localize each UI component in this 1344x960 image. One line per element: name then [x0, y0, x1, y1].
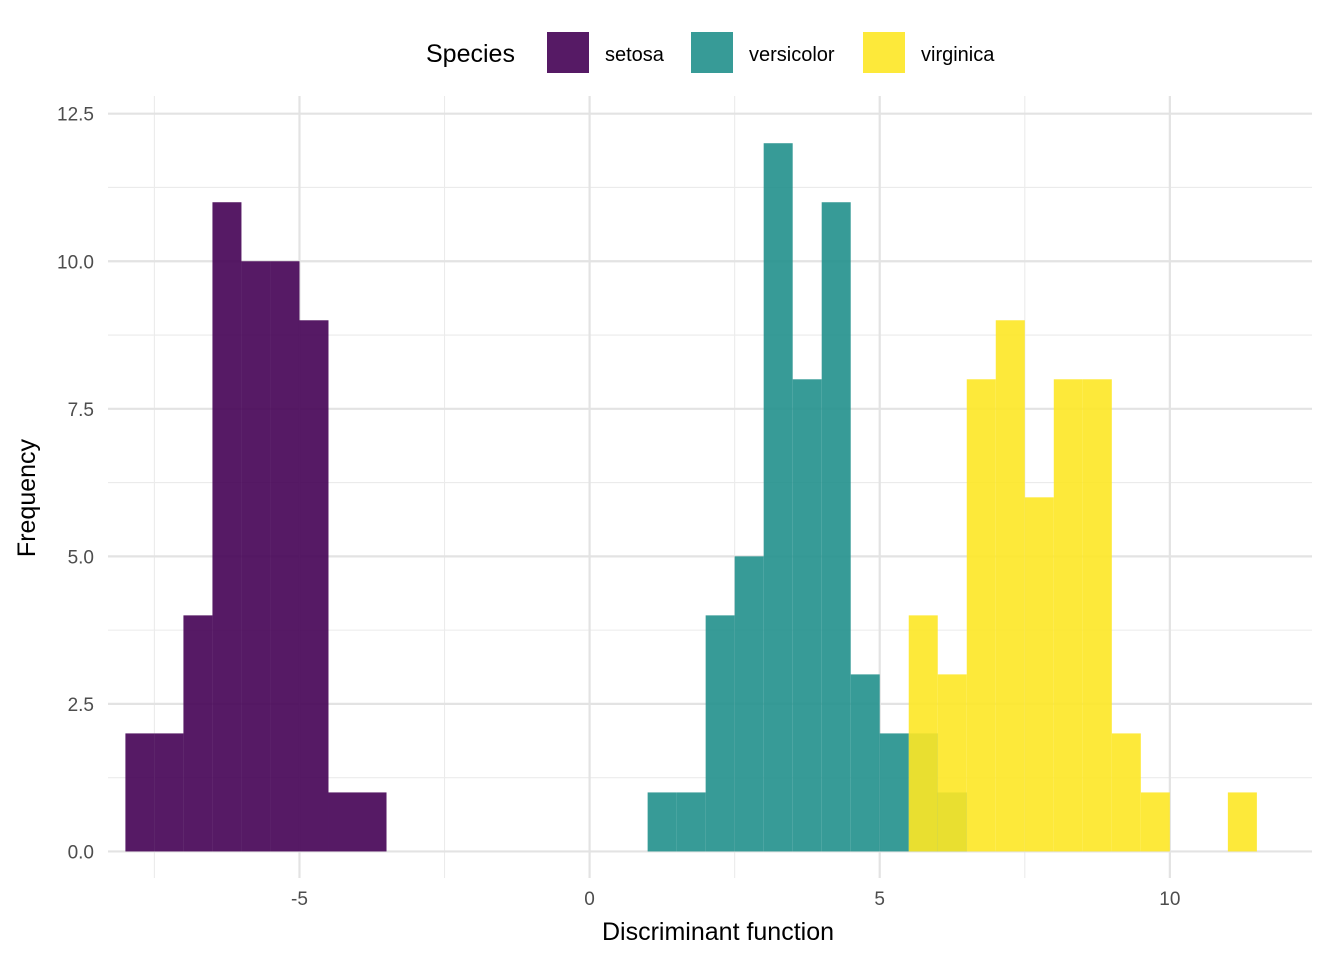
bar-virginica: [1024, 497, 1054, 852]
bar-versicolor: [763, 143, 793, 852]
y-tick-label: 5.0: [68, 547, 94, 568]
y-tick-label: 12.5: [57, 105, 94, 126]
bar-virginica: [1111, 733, 1141, 852]
bar-versicolor: [705, 615, 735, 852]
bar-setosa: [328, 792, 358, 852]
bar-setosa: [154, 733, 184, 852]
y-tick-label: 7.5: [68, 400, 94, 421]
legend-label-versicolor: versicolor: [749, 44, 835, 66]
y-axis-title: Frequency: [13, 438, 41, 557]
bar-versicolor: [647, 792, 677, 852]
bar-virginica: [1053, 379, 1083, 852]
bar-versicolor: [879, 733, 909, 852]
y-tick-label: 10.0: [57, 252, 94, 273]
x-tick-label: -5: [291, 889, 308, 910]
x-axis-title: Discriminant function: [602, 918, 834, 946]
x-axis-ticks: -5 0 5 10: [291, 889, 1180, 910]
legend: Species setosa versicolor virginica: [426, 32, 995, 73]
bar-setosa: [357, 792, 387, 852]
histogram-bars: [125, 143, 1257, 852]
y-axis-ticks: 0.0 2.5 5.0 7.5 10.0 12.5: [57, 105, 94, 864]
bar-virginica: [966, 379, 996, 852]
bar-virginica: [908, 615, 938, 852]
bar-versicolor: [676, 792, 706, 852]
bar-setosa: [241, 261, 271, 852]
bar-virginica: [937, 674, 967, 852]
bar-virginica: [995, 320, 1025, 852]
bar-virginica: [1140, 792, 1170, 852]
bar-setosa: [125, 733, 155, 852]
y-tick-label: 0.0: [68, 842, 94, 863]
legend-key-virginica: [863, 32, 905, 73]
x-tick-label: 5: [874, 889, 885, 910]
legend-label-virginica: virginica: [921, 44, 995, 66]
bar-versicolor: [792, 379, 822, 852]
legend-label-setosa: setosa: [605, 44, 665, 66]
bar-setosa: [212, 202, 242, 852]
bar-setosa: [299, 320, 329, 852]
bar-versicolor: [850, 674, 880, 852]
y-tick-label: 2.5: [68, 695, 94, 716]
bar-virginica: [1082, 379, 1112, 852]
x-tick-label: 0: [584, 889, 595, 910]
bar-setosa: [183, 615, 213, 852]
bar-versicolor: [734, 556, 764, 852]
legend-title: Species: [426, 40, 515, 68]
legend-key-versicolor: [691, 32, 733, 73]
bar-versicolor: [821, 202, 851, 852]
x-tick-label: 10: [1159, 889, 1180, 910]
legend-key-setosa: [547, 32, 589, 73]
bar-virginica: [1227, 792, 1257, 852]
bar-setosa: [270, 261, 300, 852]
